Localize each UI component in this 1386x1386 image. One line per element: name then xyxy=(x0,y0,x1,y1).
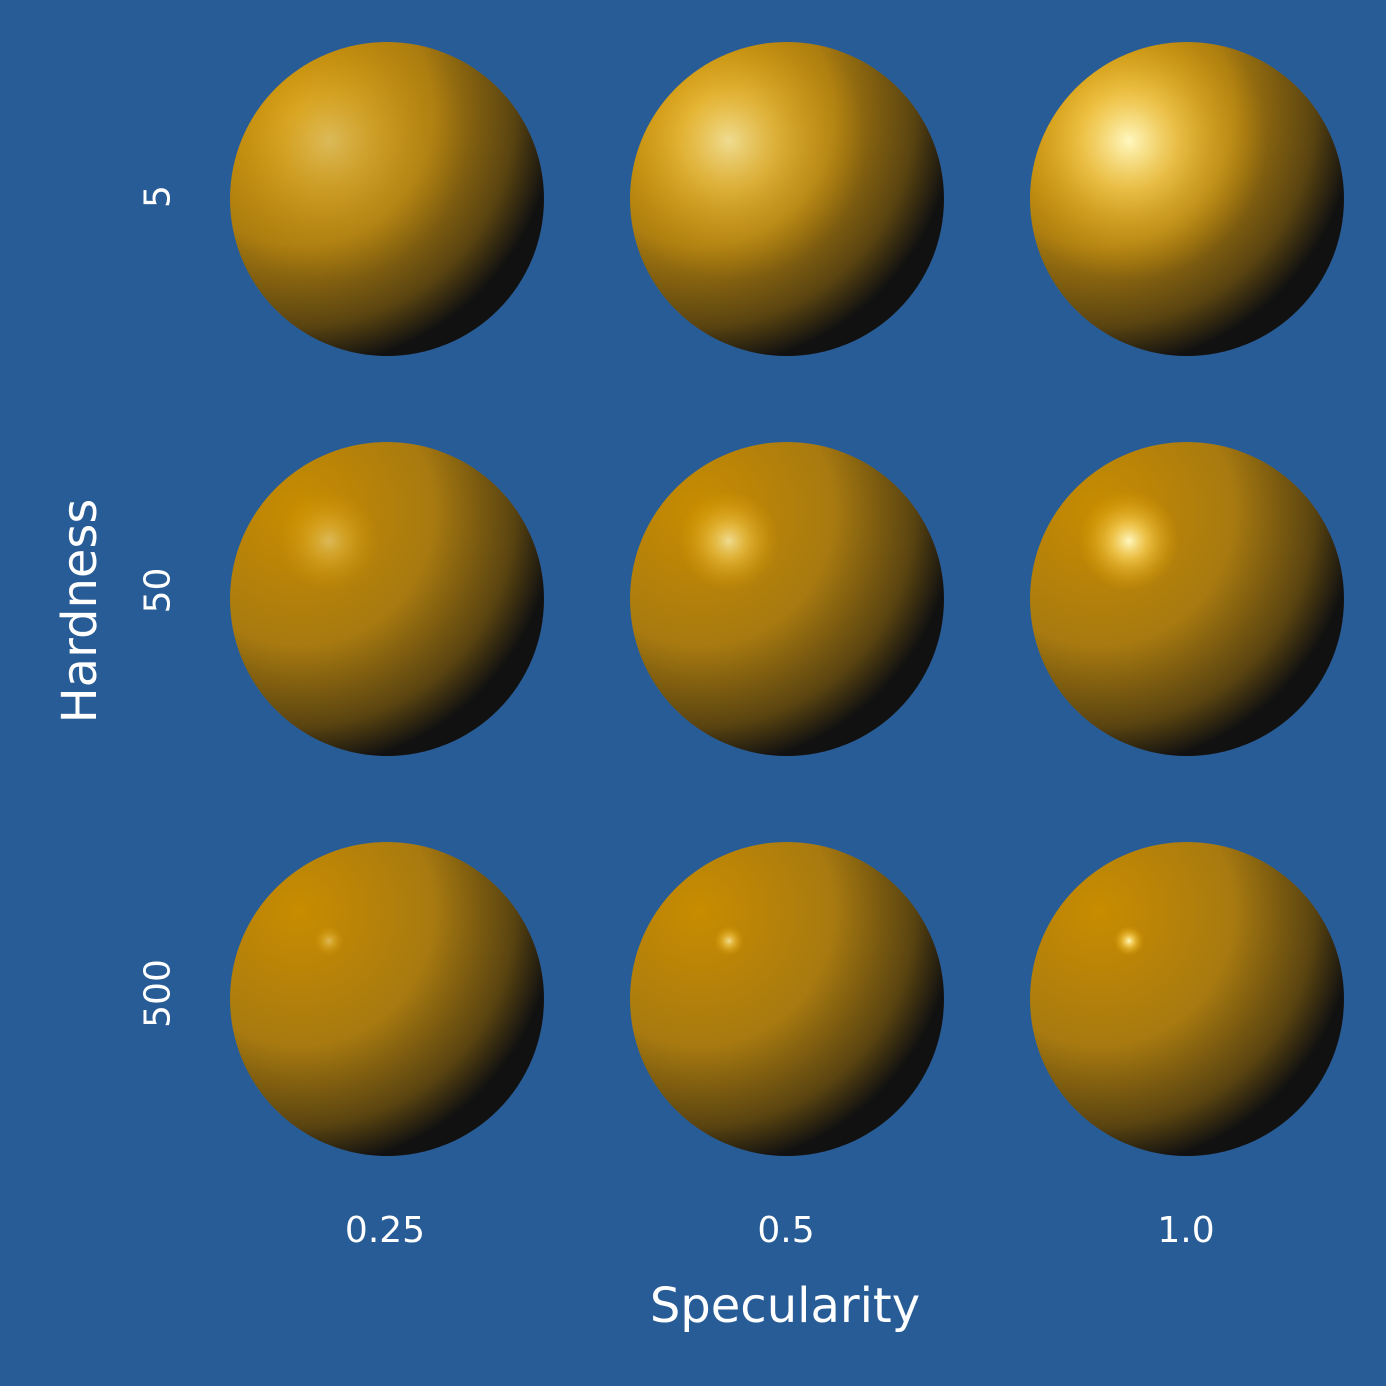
specular-highlight xyxy=(1030,42,1268,280)
specular-highlight xyxy=(678,490,780,592)
specular-highlight xyxy=(713,925,744,956)
y-axis-title: Hardness xyxy=(52,498,108,724)
sphere-h5-s1 xyxy=(1030,42,1344,356)
sphere-h500-s1 xyxy=(1030,842,1344,1156)
row-label-hardness-5: 5 xyxy=(137,185,179,208)
sphere-h50-s0.5 xyxy=(630,442,944,756)
col-label-specularity-0.25: 0.25 xyxy=(344,1210,426,1251)
sphere-h50-s0.25 xyxy=(230,442,544,756)
col-label-specularity-1.0: 1.0 xyxy=(1157,1210,1215,1251)
col-label-specularity-0.5: 0.5 xyxy=(757,1210,815,1251)
row-label-hardness-500: 500 xyxy=(137,959,179,1028)
x-axis-title: Specularity xyxy=(649,1278,921,1334)
specular-highlight xyxy=(1113,925,1144,956)
sphere-h50-s1 xyxy=(1030,442,1344,756)
sphere-h500-s0.5 xyxy=(630,842,944,1156)
sphere-h500-s0.25 xyxy=(230,842,544,1156)
specular-highlight xyxy=(278,490,380,592)
specular-highlight xyxy=(630,42,868,280)
sphere-h5-s0.25 xyxy=(230,42,544,356)
specular-highlight xyxy=(230,42,468,280)
row-label-hardness-50: 50 xyxy=(137,567,179,614)
specular-highlight xyxy=(1078,490,1180,592)
specular-highlight xyxy=(313,925,344,956)
sphere-h5-s0.5 xyxy=(630,42,944,356)
